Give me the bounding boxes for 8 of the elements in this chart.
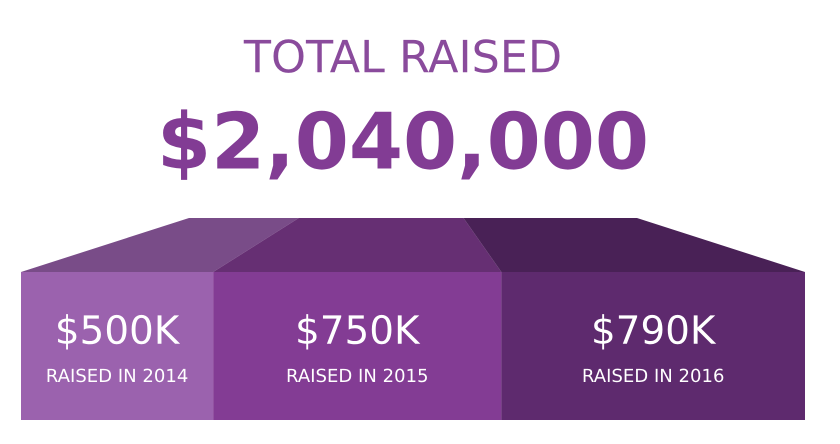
category-label: RAISED IN 2016 [584, 368, 724, 382]
data-label: $750K [298, 314, 420, 350]
data-label: $500K [58, 314, 180, 350]
category-label: RAISED IN 2015 [288, 368, 427, 382]
text: TOTAL RAISED [244, 39, 560, 73]
data-label: $790K [594, 314, 716, 350]
text: $2,040,000 [163, 109, 646, 180]
category-label: RAISED IN 2014 [48, 368, 188, 382]
